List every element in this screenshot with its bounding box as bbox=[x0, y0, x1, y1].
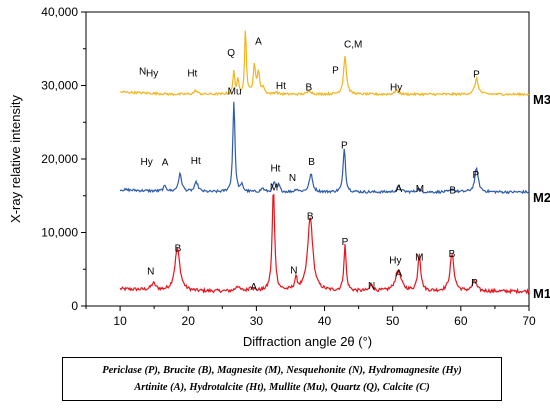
x-tick-label: 60 bbox=[454, 314, 468, 328]
peak-label: B bbox=[449, 186, 456, 197]
peak-label: M bbox=[416, 184, 424, 195]
peak-label: B bbox=[175, 244, 182, 255]
peak-label: M bbox=[415, 252, 423, 263]
peak-label: Hy bbox=[141, 157, 153, 168]
peak-label: B bbox=[308, 157, 315, 168]
peak-label: N bbox=[147, 266, 154, 277]
peak-label: P bbox=[332, 66, 339, 77]
series-line-m1 bbox=[119, 193, 530, 295]
peak-label: Ht bbox=[270, 163, 280, 174]
peak-label: B bbox=[307, 211, 314, 222]
x-tick-label: 40 bbox=[318, 314, 332, 328]
x-tick-label: 10 bbox=[113, 314, 127, 328]
x-tick-label: 50 bbox=[386, 314, 400, 328]
peak-label: A bbox=[255, 36, 262, 47]
peak-label: Mu bbox=[228, 86, 242, 97]
peak-label: N bbox=[139, 66, 146, 77]
series-label-m3: M3 bbox=[533, 92, 550, 107]
x-tick-label: 20 bbox=[182, 314, 196, 328]
peak-label: C,M bbox=[344, 39, 362, 50]
peak-label: Hy bbox=[389, 255, 401, 266]
peak-label: B bbox=[306, 83, 313, 94]
x-tick-label: 70 bbox=[522, 314, 536, 328]
legend-line-1: Periclase (P), Brucite (B), Magnesite (M… bbox=[102, 365, 462, 376]
y-tick-label: 40,000 bbox=[41, 5, 78, 19]
peak-label: N bbox=[289, 173, 296, 184]
axes: 10 20 30 40 50 60 70 0 10,000 20,000 30,000 40,000 bbox=[41, 5, 536, 328]
x-axis-title: Diffraction angle 2θ (°) bbox=[243, 334, 372, 349]
series-line-m3 bbox=[120, 30, 530, 97]
peak-label: A bbox=[395, 269, 402, 280]
peak-label: A bbox=[250, 282, 257, 293]
y-axis-title: X-ray relative intensity bbox=[8, 95, 23, 223]
peak-label: M bbox=[270, 183, 278, 194]
y-tick-label: 0 bbox=[71, 299, 78, 313]
peak-label: P bbox=[471, 278, 478, 289]
legend-line-2: Artinite (A), Hydrotalcite (Ht), Mullite… bbox=[134, 382, 430, 393]
y-tick-label: 20,000 bbox=[41, 152, 78, 166]
peak-label: Ht bbox=[276, 81, 286, 92]
peak-label: N bbox=[290, 266, 297, 277]
y-tick-label: 30,000 bbox=[41, 79, 78, 93]
xrd-chart: 10 20 30 40 50 60 70010,00020,00030,00040,000 … bbox=[8, 5, 550, 349]
series-layer bbox=[119, 30, 530, 295]
peak-label: Ht bbox=[191, 156, 201, 167]
y-tick-label: 10,000 bbox=[41, 226, 78, 240]
peak-label: N bbox=[368, 281, 375, 292]
peak-label: B bbox=[449, 249, 456, 260]
peak-label: Q bbox=[227, 48, 235, 59]
peak-label: P bbox=[473, 69, 480, 80]
peak-label: A bbox=[395, 184, 402, 195]
peak-label: P bbox=[473, 170, 480, 181]
peak-label: Hy bbox=[146, 69, 158, 80]
series-label-m2: M2 bbox=[533, 190, 550, 205]
peak-label: Ht bbox=[187, 69, 197, 80]
peak-label: P bbox=[342, 237, 349, 248]
peak-label: A bbox=[162, 158, 169, 169]
phase-legend: Periclase (P), Brucite (B), Magnesite (M… bbox=[62, 357, 502, 401]
x-tick-label: 30 bbox=[250, 314, 264, 328]
series-line-m2 bbox=[119, 101, 530, 195]
peak-label: Hy bbox=[390, 83, 402, 94]
series-label-m1: M1 bbox=[533, 286, 550, 301]
peak-label: P bbox=[341, 141, 348, 152]
